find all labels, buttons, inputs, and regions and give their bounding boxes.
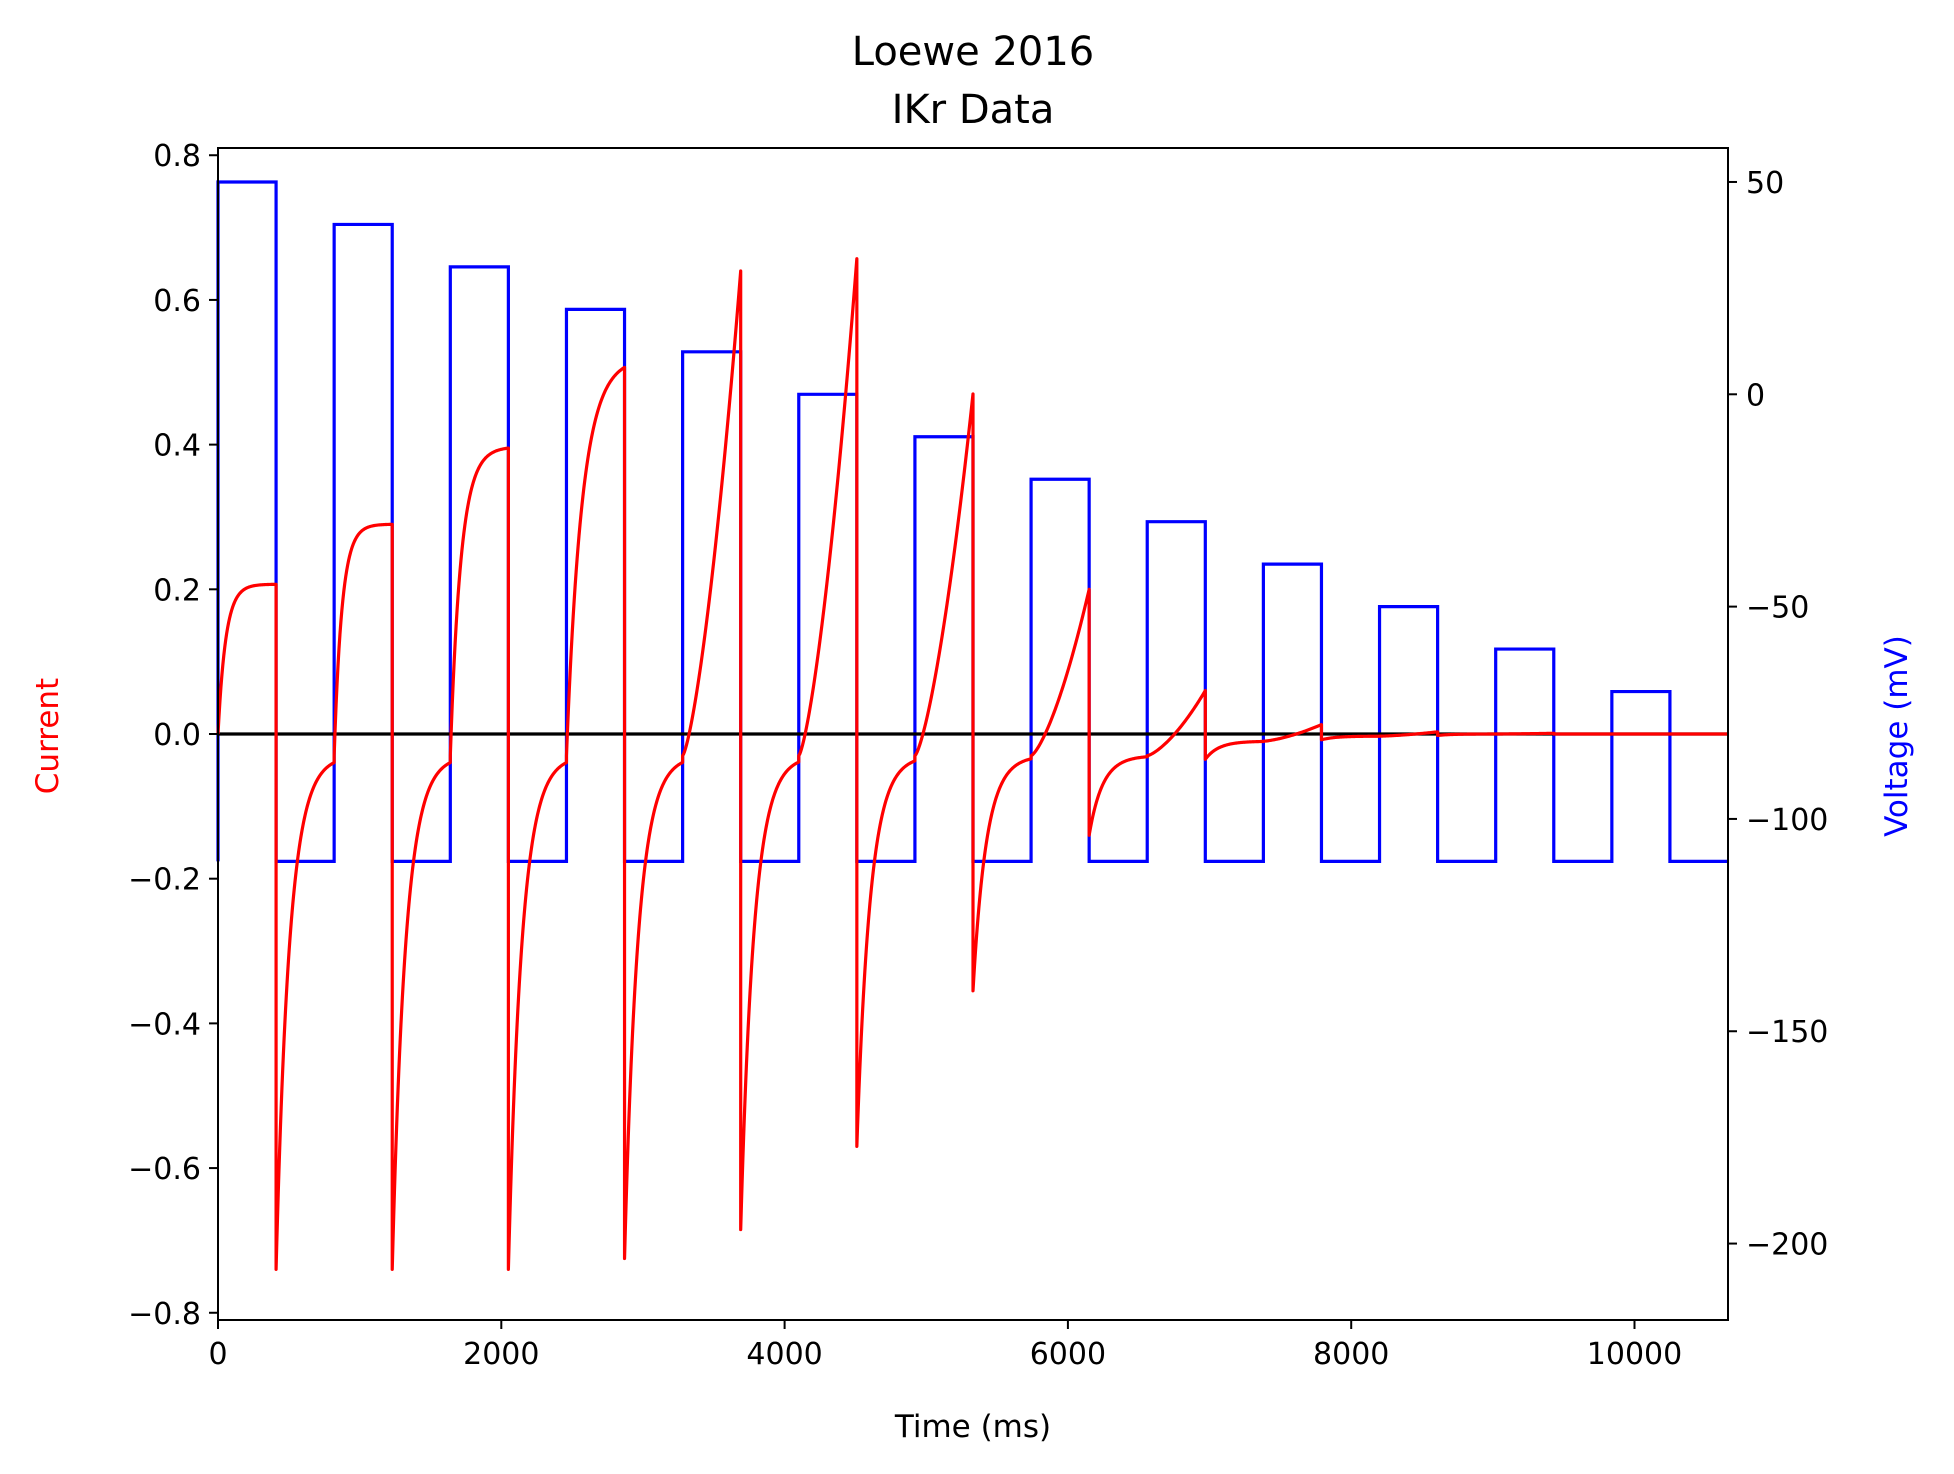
x-tick-label: 0 xyxy=(208,1337,227,1372)
y2-tick-label: −100 xyxy=(1746,803,1828,838)
x-tick-label: 4000 xyxy=(746,1337,822,1372)
y-tick-label: −0.8 xyxy=(128,1297,201,1332)
x-tick-label: 2000 xyxy=(463,1337,539,1372)
y-axis-label-current: Current xyxy=(30,678,66,794)
y-axis-current: −0.8 −0.6 −0.4 −0.2 0.0 0.2 0.4 0.6 0.8 xyxy=(128,139,218,1332)
y2-tick-label: −200 xyxy=(1746,1228,1828,1263)
y2-tick-label: 0 xyxy=(1746,378,1765,413)
y-tick-label: 0.6 xyxy=(153,284,201,319)
y2-tick-label: 50 xyxy=(1746,166,1784,201)
plot-area xyxy=(216,180,1729,1271)
x-tick-label: 10000 xyxy=(1587,1337,1682,1372)
y-tick-label: 0.0 xyxy=(153,718,201,753)
y2-tick-label: −150 xyxy=(1746,1015,1828,1050)
chart-title: Loewe 2016 xyxy=(852,29,1095,75)
y-tick-label: −0.2 xyxy=(128,863,201,898)
y-tick-label: −0.4 xyxy=(128,1007,201,1042)
x-tick-label: 8000 xyxy=(1313,1337,1389,1372)
y-tick-label: 0.4 xyxy=(153,429,201,464)
y-axis-label-voltage: Voltage (mV) xyxy=(1879,635,1915,837)
y-tick-label: 0.8 xyxy=(153,139,201,174)
plot-frame xyxy=(217,147,1729,1321)
current-series-line xyxy=(216,257,1729,1271)
y-tick-label: 0.2 xyxy=(153,573,201,608)
x-tick-label: 6000 xyxy=(1030,1337,1106,1372)
y-axis-voltage: −200 −150 −100 −50 0 50 xyxy=(1728,166,1828,1263)
x-axis-label: Time (ms) xyxy=(894,1409,1051,1445)
x-axis: 0 2000 4000 6000 8000 10000 xyxy=(208,1320,1682,1372)
y2-tick-label: −50 xyxy=(1746,591,1809,626)
chart-subtitle: IKr Data xyxy=(892,87,1055,133)
y-tick-label: −0.6 xyxy=(128,1152,201,1187)
